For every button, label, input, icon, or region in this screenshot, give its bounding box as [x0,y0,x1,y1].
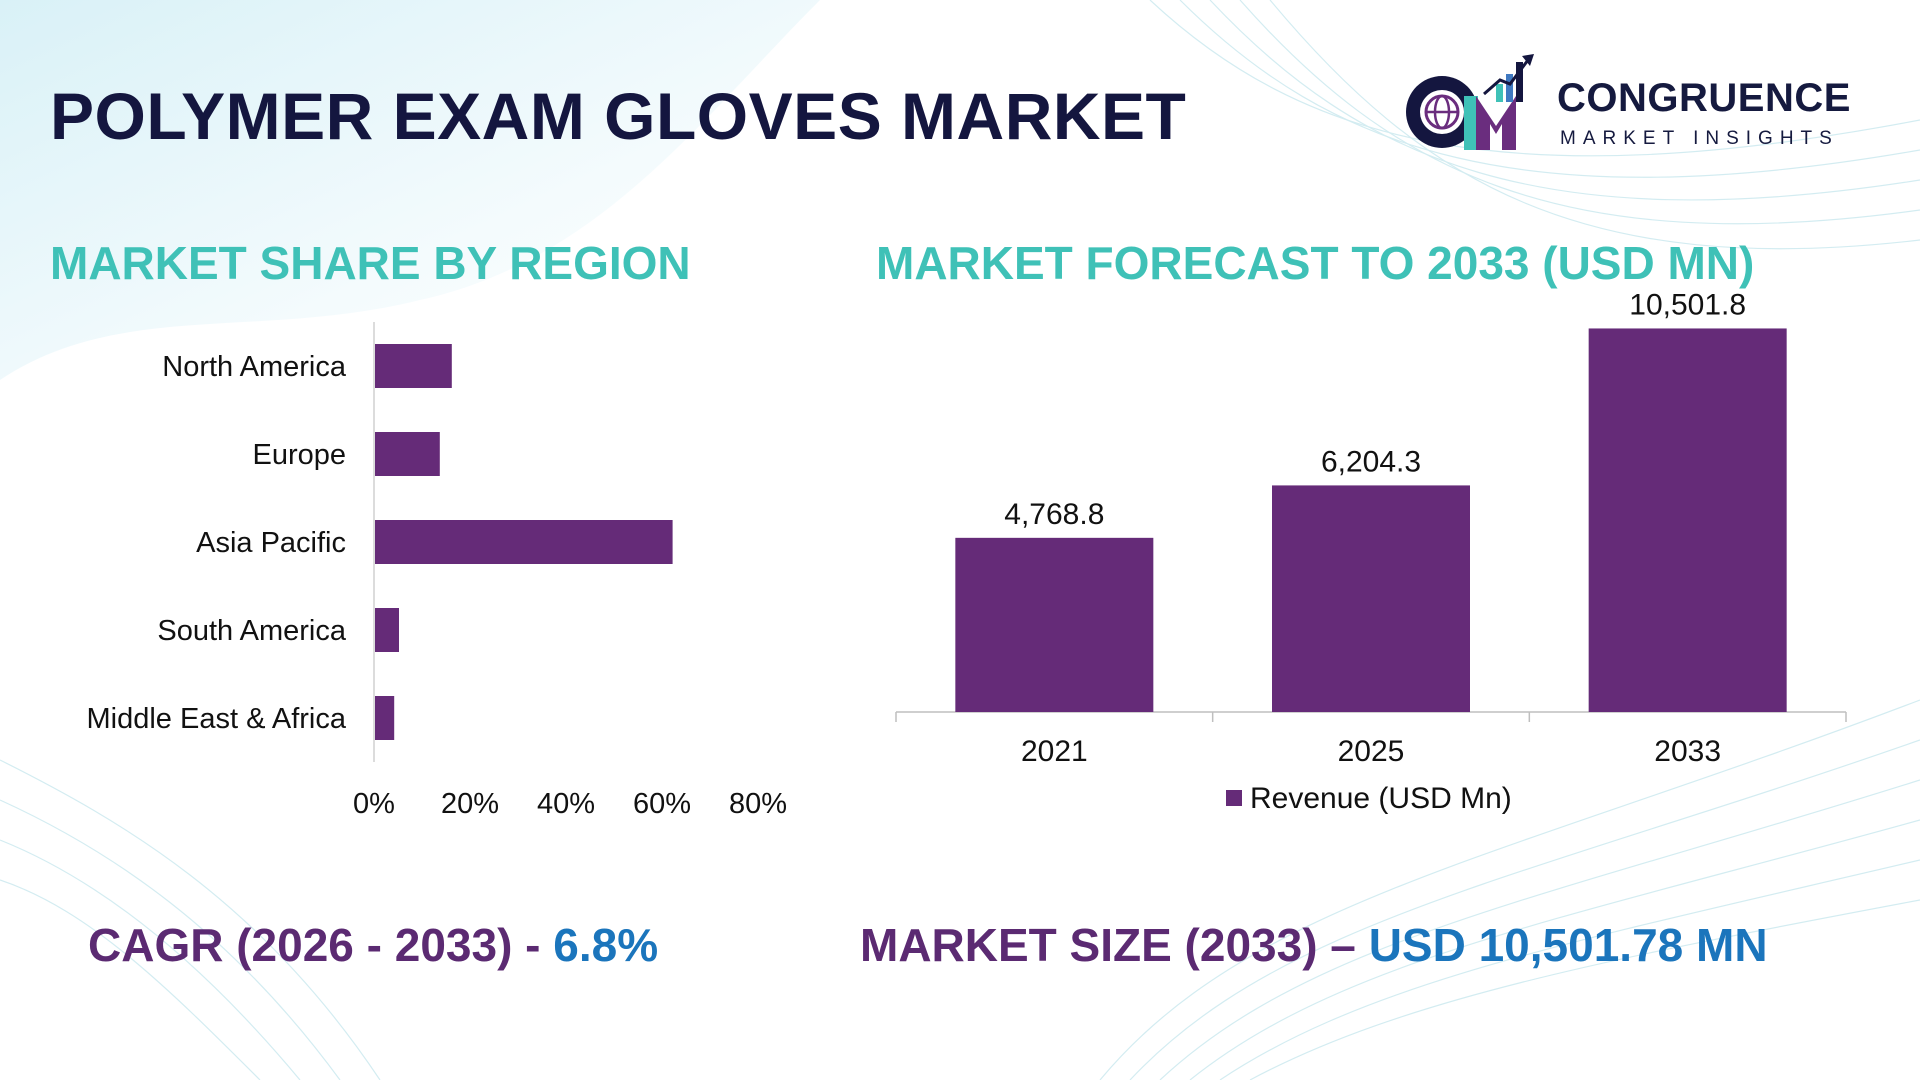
legend-label: Revenue (USD Mn) [1250,782,1512,815]
brand-tagline: MARKET INSIGHTS [1560,128,1839,149]
cagr-value: 6.8% [553,919,659,971]
page-title: POLYMER EXAM GLOVES MARKET [50,79,1187,153]
category-label: Middle East & Africa [87,703,347,735]
category-label: 2021 [1021,735,1088,768]
data-label: 4,768.8 [1004,498,1104,531]
market-size-label: MARKET SIZE (2033) – [860,919,1369,971]
bar-asia-pacific [375,520,673,564]
category-label: South America [157,615,346,647]
data-label: 6,204.3 [1321,445,1421,478]
brand-logo: CONGRUENCE MARKET INSIGHTS [1400,50,1870,160]
bar-europe [375,432,440,476]
category-label: 2033 [1654,735,1721,768]
cm-globe-logo-icon [1406,54,1534,150]
region-chart-title: MARKET SHARE BY REGION [50,237,691,289]
x-tick-label: 20% [441,788,499,820]
category-label: Asia Pacific [196,527,346,559]
brand-name: CONGRUENCE [1557,76,1851,120]
bar-north-america [375,344,452,388]
data-label: 10,501.8 [1629,288,1746,321]
cagr-summary: CAGR (2026 - 2033) - 6.8% [88,918,658,972]
category-label: North America [162,351,347,383]
market-size-summary: MARKET SIZE (2033) – USD 10,501.78 MN [860,918,1768,972]
cagr-label: CAGR (2026 - 2033) - [88,919,554,971]
bar-2033 [1588,328,1787,712]
x-tick-label: 60% [633,788,691,820]
bar-2025 [1272,485,1470,712]
category-label: Europe [252,439,346,471]
bar-south-america [375,608,399,652]
x-tick-label: 40% [537,788,595,820]
bar-2021 [955,537,1154,712]
category-label: 2025 [1338,735,1405,768]
market-size-value: USD 10,501.78 MN [1368,919,1768,971]
x-tick-label: 80% [729,788,787,820]
legend-swatch [1226,790,1242,806]
forecast-chart-title: MARKET FORECAST TO 2033 (USD MN) [876,237,1755,289]
x-tick-label: 0% [353,788,395,820]
bar-middle-east-africa [375,696,395,740]
